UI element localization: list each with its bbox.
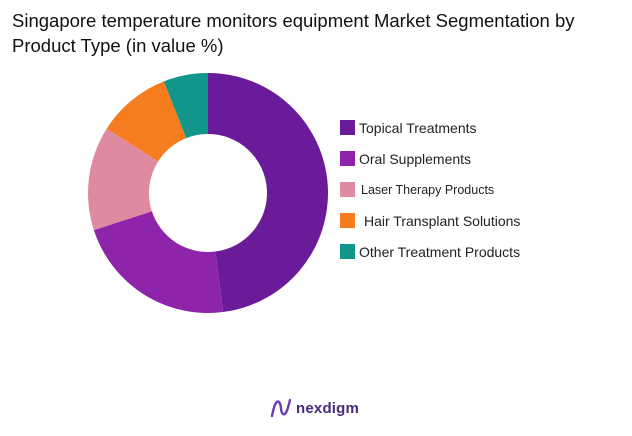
legend-item-oral-supplements: Oral Supplements [340,143,630,174]
nexdigm-logo-icon [270,398,292,418]
brand-name: nexdigm [296,399,360,417]
legend-swatch [340,244,355,259]
legend-item-other-treatment-products: Other Treatment Products [340,236,630,267]
legend-item-laser-therapy-products: Laser Therapy Products [340,174,630,205]
legend-swatch [340,213,355,228]
brand-logo: nexdigm [270,398,359,418]
donut-slice-oral-supplements [93,211,224,314]
legend-label: Laser Therapy Products [361,182,495,197]
donut-slice-other-treatment-products [163,73,208,139]
donut-slice-laser-therapy-products [88,128,159,231]
legend-swatch [340,151,355,166]
legend-item-topical-treatments: Topical Treatments [340,112,630,143]
legend-swatch [340,120,355,135]
legend-label: Topical Treatments [359,119,477,136]
donut-slice-hair-transplant-solutions [106,81,187,162]
legend-label: Oral Supplements [359,150,472,167]
chart-legend: Topical Treatments Oral Supplements Laser … [340,112,630,267]
chart-title: Singapore temperature monitors equipment… [12,10,575,56]
legend-label: Other Treatment Products [359,243,521,260]
legend-swatch [340,182,355,197]
donut-slice-topical-treatments [208,72,329,313]
legend-label: Hair Transplant Solutions [364,212,521,229]
legend-item-hair-transplant-solutions: Hair Transplant Solutions [340,205,630,236]
